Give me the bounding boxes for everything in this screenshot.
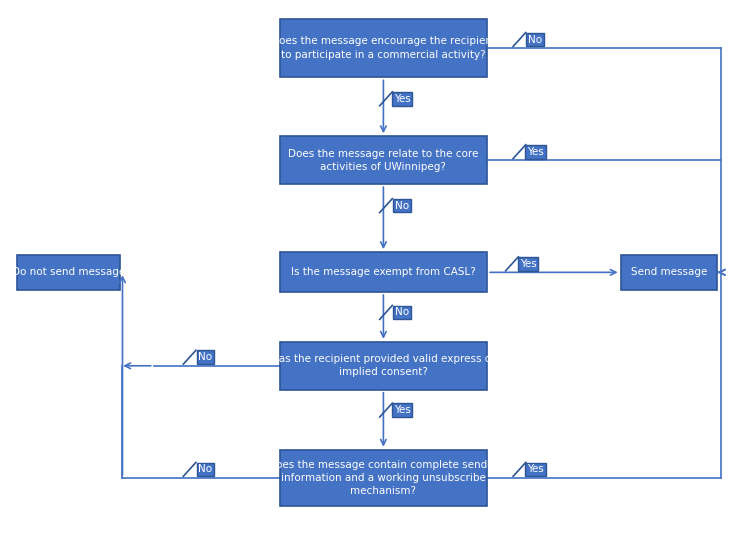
Text: No: No xyxy=(198,352,213,362)
FancyBboxPatch shape xyxy=(621,255,717,289)
Text: Yes: Yes xyxy=(394,405,410,415)
Text: Yes: Yes xyxy=(527,147,544,156)
Text: Yes: Yes xyxy=(394,94,410,104)
Text: Yes: Yes xyxy=(527,465,544,474)
FancyBboxPatch shape xyxy=(280,136,487,184)
FancyBboxPatch shape xyxy=(280,342,487,390)
Text: No: No xyxy=(395,201,409,210)
Text: Does the message encourage the recipient
to participate in a commercial activity: Does the message encourage the recipient… xyxy=(271,36,496,60)
FancyBboxPatch shape xyxy=(17,255,121,289)
FancyBboxPatch shape xyxy=(280,253,487,292)
Text: Has the recipient provided valid express or
implied consent?: Has the recipient provided valid express… xyxy=(271,354,495,378)
Text: No: No xyxy=(198,465,213,474)
FancyBboxPatch shape xyxy=(280,19,487,77)
Text: Does the message contain complete sender
information and a working unsubscribe
m: Does the message contain complete sender… xyxy=(268,460,498,496)
Text: No: No xyxy=(395,308,409,317)
Text: Send message: Send message xyxy=(630,268,707,277)
Text: Is the message exempt from CASL?: Is the message exempt from CASL? xyxy=(291,268,476,277)
Text: Yes: Yes xyxy=(520,259,536,269)
Text: Do not send message: Do not send message xyxy=(12,268,125,277)
FancyBboxPatch shape xyxy=(280,450,487,506)
Text: No: No xyxy=(529,35,542,44)
Text: Does the message relate to the core
activities of UWinnipeg?: Does the message relate to the core acti… xyxy=(288,148,479,172)
